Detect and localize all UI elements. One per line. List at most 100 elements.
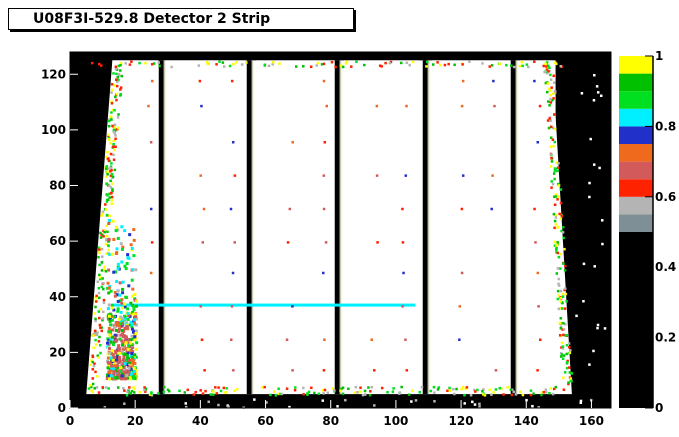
cluster-pixel	[125, 374, 129, 378]
edge-pixel	[558, 212, 561, 216]
edge-pixel	[344, 62, 348, 65]
cluster-pixel	[120, 362, 124, 366]
data-point	[375, 174, 379, 177]
dead-strip-edge-4	[427, 60, 430, 395]
edge-pixel	[562, 388, 566, 391]
edge-pixel	[340, 387, 343, 391]
edge-pixel	[144, 390, 147, 393]
edge-pixel	[104, 175, 108, 179]
cluster-pixel	[108, 351, 112, 355]
chart-title: U08F3I-529.8 Detector 2 Strip	[8, 8, 354, 30]
edge-pixel	[556, 198, 559, 201]
edge-pixel	[92, 346, 95, 350]
edge-pixel	[407, 393, 411, 396]
edge-pixel	[110, 199, 114, 202]
edge-pixel	[564, 287, 567, 290]
edge-pixel	[302, 386, 305, 390]
cluster-pixel	[121, 291, 125, 295]
edge-pixel	[112, 72, 115, 75]
cluster-pixel	[112, 315, 116, 319]
edge-pixel	[554, 61, 557, 64]
edge-pixel	[483, 394, 487, 397]
data-point	[291, 369, 294, 372]
edge-pixel	[510, 64, 513, 67]
edge-pixel	[549, 93, 552, 97]
axes: 0 20 40 60 80 100 120 140 160 0 20 40 60 80 100 120	[41, 51, 612, 428]
edge-pixel	[98, 251, 101, 254]
edge-pixel	[551, 126, 555, 130]
edge-pixel	[106, 170, 109, 174]
edge-pixel	[209, 393, 213, 396]
edge-pixel	[436, 61, 439, 64]
data-point	[533, 207, 536, 211]
noise-pixel	[478, 405, 481, 408]
edge-pixel	[313, 391, 316, 395]
edge-pixel	[126, 390, 129, 394]
edge-pixel	[527, 65, 530, 69]
cluster-pixel	[128, 377, 132, 381]
cluster-pixel	[121, 332, 125, 336]
edge-pixel	[353, 391, 357, 395]
palette-band-7	[619, 126, 653, 144]
edge-pixel	[546, 82, 550, 85]
cluster-pixel	[119, 322, 123, 326]
cluster-pixel	[114, 349, 118, 353]
edge-pixel	[222, 386, 226, 390]
edge-pixel	[544, 388, 548, 391]
edge-pixel	[233, 389, 236, 393]
edge-pixel	[361, 393, 365, 397]
cluster-pixel	[111, 364, 115, 368]
edge-pixel	[481, 62, 484, 65]
x-tick-label: 140	[514, 414, 539, 428]
data-point	[201, 241, 205, 244]
cluster-pixel	[130, 352, 134, 356]
edge-pixel	[380, 386, 384, 390]
cluster-pixel	[132, 238, 136, 242]
edge-pixel	[567, 382, 570, 386]
edge-pixel	[562, 262, 565, 265]
edge-pixel	[545, 68, 549, 71]
cluster-pixel	[115, 280, 119, 284]
cluster-pixel	[109, 366, 113, 370]
edge-pixel	[103, 265, 106, 269]
edge-pixel	[510, 393, 514, 397]
edge-pixel	[322, 392, 325, 395]
cluster-pixel	[107, 268, 111, 272]
edge-pixel	[437, 386, 441, 389]
palette-tick-label: 0	[655, 401, 663, 415]
x-tick-label: 120	[449, 414, 474, 428]
data-point	[322, 207, 326, 211]
noise-pixel	[592, 99, 596, 102]
edge-pixel	[500, 387, 503, 390]
edge-pixel	[548, 89, 552, 92]
edge-pixel	[150, 63, 154, 66]
edge-pixel	[225, 387, 228, 390]
edge-pixel	[552, 74, 556, 78]
edge-pixel	[463, 393, 466, 397]
cluster-pixel	[117, 349, 121, 353]
edge-pixel	[96, 280, 99, 283]
edge-pixel	[263, 63, 267, 66]
cluster-pixel	[134, 315, 138, 319]
data-point	[291, 305, 294, 308]
cluster-pixel	[133, 318, 137, 322]
edge-pixel	[267, 64, 271, 68]
edge-pixel	[245, 61, 248, 64]
edge-pixel	[563, 307, 567, 310]
cluster-pixel	[128, 348, 132, 352]
edge-pixel	[102, 229, 105, 233]
cluster-pixel	[133, 335, 137, 339]
cluster-pixel	[123, 352, 127, 356]
edge-pixel	[107, 167, 110, 170]
edge-pixel	[356, 391, 359, 394]
edge-pixel	[91, 382, 95, 386]
edge-pixel	[119, 86, 123, 89]
cluster-pixel	[120, 372, 124, 376]
edge-pixel	[93, 362, 96, 365]
edge-pixel	[294, 386, 297, 389]
edge-pixel	[219, 389, 223, 393]
edge-pixel	[100, 260, 104, 264]
data-point	[537, 305, 540, 308]
cluster-pixel	[132, 366, 136, 370]
cluster-pixel	[108, 252, 112, 256]
